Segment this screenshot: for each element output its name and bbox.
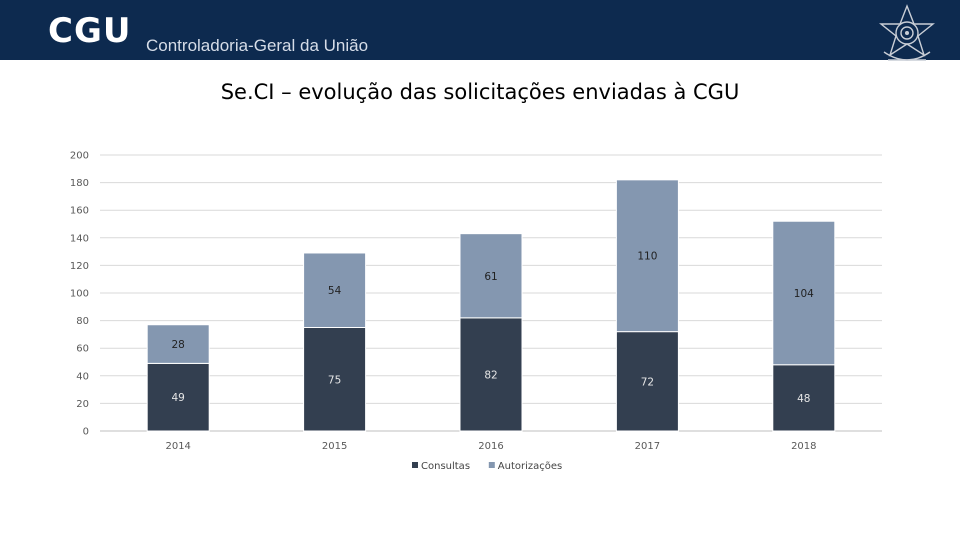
- bar-autorizacoes-2014: [146, 324, 210, 364]
- y-tick-label: 140: [70, 233, 89, 244]
- data-label-consultas-2018: 48: [797, 393, 810, 405]
- data-label-consultas-2015: 75: [328, 374, 341, 386]
- x-tick-label: 2016: [478, 441, 503, 452]
- y-tick-label: 100: [70, 289, 89, 300]
- y-tick-label: 180: [70, 178, 89, 189]
- chart-title: Se.CI – evolução das solicitações enviad…: [220, 80, 740, 104]
- org-name: Controladoria-Geral da União: [146, 36, 369, 55]
- x-tick-label: 2014: [165, 441, 190, 452]
- data-label-autorizacoes-2018: 104: [794, 288, 814, 300]
- coat-of-arms-icon: [879, 4, 935, 61]
- bar-consultas-2014: [146, 362, 210, 432]
- data-label-consultas-2016: 82: [484, 369, 497, 381]
- legend-label-consultas: Consultas: [421, 461, 470, 472]
- bar-autorizacoes-2015: [303, 252, 367, 328]
- y-tick-label: 20: [76, 399, 89, 410]
- data-label-autorizacoes-2017: 110: [637, 251, 657, 263]
- header-bar: CGU Controladoria-Geral da União: [0, 0, 960, 60]
- y-tick-label: 80: [76, 316, 89, 327]
- bar-autorizacoes-2016: [459, 233, 523, 319]
- bar-consultas-2018: [772, 364, 836, 432]
- y-tick-label: 160: [70, 206, 89, 217]
- data-label-autorizacoes-2016: 61: [484, 271, 497, 283]
- y-tick-label: 120: [70, 261, 89, 272]
- x-tick-label: 2015: [322, 441, 347, 452]
- y-tick-label: 200: [70, 151, 89, 162]
- data-label-autorizacoes-2015: 54: [328, 285, 342, 297]
- cgu-logo: CGU: [48, 11, 132, 51]
- bar-autorizacoes-2017: [615, 179, 679, 333]
- y-tick-label: 60: [76, 344, 89, 355]
- bar-consultas-2017: [615, 331, 679, 432]
- bar-consultas-2015: [303, 327, 367, 432]
- data-label-autorizacoes-2014: 28: [172, 339, 185, 351]
- legend-swatch-consultas: [412, 462, 418, 468]
- bar-consultas-2016: [459, 317, 523, 432]
- x-tick-label: 2018: [791, 441, 816, 452]
- data-label-consultas-2014: 49: [172, 392, 185, 404]
- y-tick-label: 40: [76, 371, 89, 382]
- legend-label-autorizacoes: Autorizações: [498, 461, 562, 472]
- legend-swatch-autorizacoes: [488, 462, 495, 468]
- bar-autorizacoes-2018: [772, 220, 836, 366]
- x-tick-label: 2017: [635, 441, 660, 452]
- y-tick-label: 0: [83, 427, 89, 438]
- data-label-consultas-2017: 72: [641, 376, 654, 388]
